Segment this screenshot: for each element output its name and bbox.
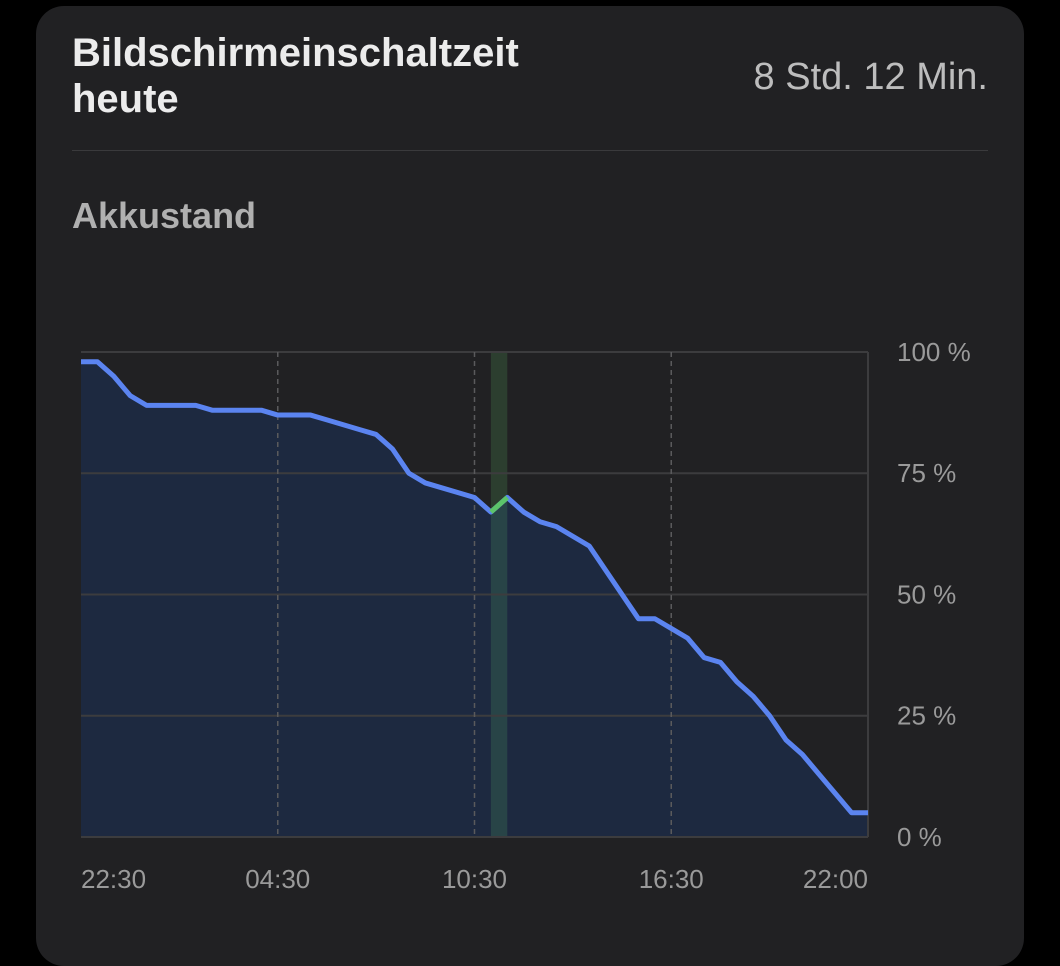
y-tick-label: 100 % bbox=[897, 337, 971, 367]
y-tick-label: 75 % bbox=[897, 458, 956, 488]
x-tick-label: 10:30 bbox=[442, 864, 507, 894]
x-tick-label: 16:30 bbox=[639, 864, 704, 894]
section-title: Akkustand bbox=[72, 195, 257, 236]
charging-line bbox=[489, 495, 509, 514]
title: Bildschirmeinschaltzeit heute bbox=[72, 31, 519, 121]
x-tick-label: 22:00 bbox=[803, 864, 868, 894]
y-tick-label: 50 % bbox=[897, 579, 956, 609]
x-tick-label: 22:30 bbox=[81, 864, 146, 894]
screen-time: 8 Std. 12 Min. bbox=[753, 56, 988, 98]
y-tick-label: 0 % bbox=[897, 822, 942, 852]
line bbox=[81, 359, 868, 816]
x-tick-label: 04:30 bbox=[245, 864, 310, 894]
divider bbox=[72, 150, 988, 151]
y-tick-label: 25 % bbox=[897, 701, 956, 731]
